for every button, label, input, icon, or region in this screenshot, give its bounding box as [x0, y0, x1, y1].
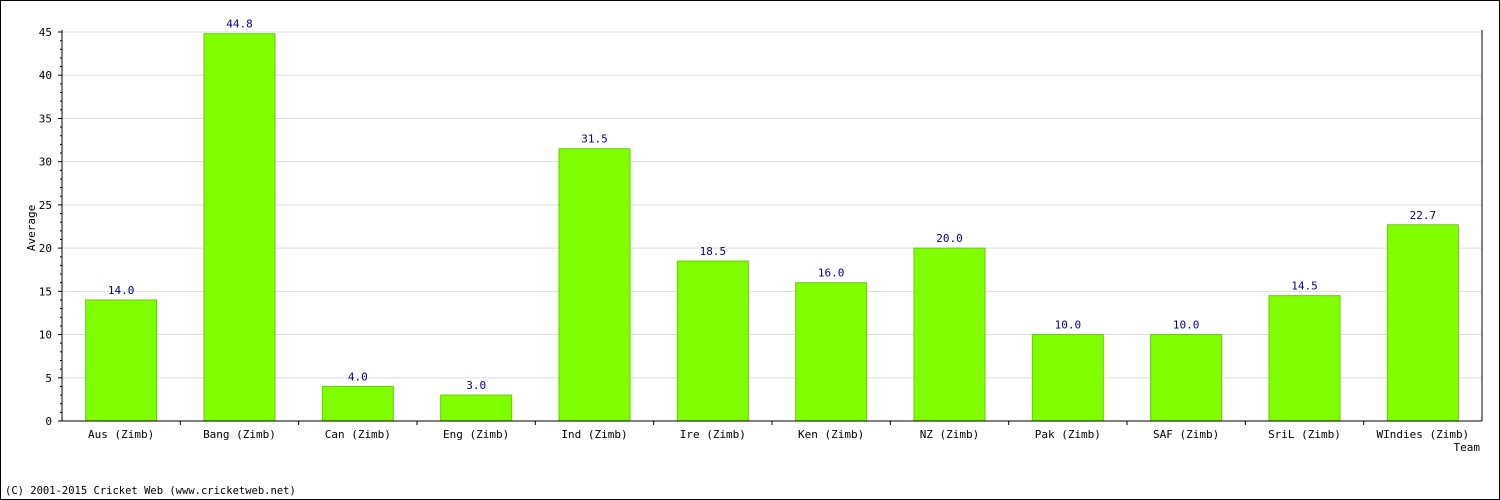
bar [913, 247, 986, 422]
bars [85, 33, 1459, 422]
bar [203, 33, 276, 422]
copyright-notice: (C) 2001-2015 Cricket Web (www.cricketwe… [5, 485, 296, 497]
bar [321, 385, 394, 422]
x-tick-label: Bang (Zimb) [203, 428, 276, 441]
bar-value-label: 10.0 [1173, 319, 1200, 332]
bar [1031, 334, 1104, 422]
bar-value-label: 18.5 [700, 245, 727, 258]
y-tick-label: 35 [39, 112, 52, 125]
bar-value-label: 14.0 [108, 284, 135, 297]
bar [795, 282, 868, 422]
x-tick-label: Pak (Zimb) [1035, 428, 1101, 441]
x-tick-label: Eng (Zimb) [443, 428, 509, 441]
bar [1268, 295, 1341, 422]
bar-value-label: 3.0 [466, 379, 486, 392]
y-tick-label: 0 [45, 415, 52, 428]
bar-value-label: 20.0 [936, 232, 963, 245]
x-tick-label: Can (Zimb) [325, 428, 391, 441]
x-tick-label: Aus (Zimb) [88, 428, 154, 441]
gridlines [62, 31, 1482, 379]
x-tick-label: Ken (Zimb) [798, 428, 864, 441]
y-tick-label: 10 [39, 329, 52, 342]
y-tick-label: 40 [39, 69, 52, 82]
bar [85, 299, 158, 422]
bar-value-label: 10.0 [1055, 319, 1082, 332]
bar-value-label: 44.8 [226, 18, 253, 31]
bar [558, 148, 631, 422]
bar-value-label: 14.5 [1291, 280, 1318, 293]
bar [1386, 224, 1459, 422]
x-tick-label: SriL (Zimb) [1268, 428, 1341, 441]
bar [676, 260, 749, 422]
x-tick-label: WIndies (Zimb) [1376, 428, 1469, 441]
y-tick-label: 5 [45, 372, 52, 385]
x-tick-label: SAF (Zimb) [1153, 428, 1219, 441]
bar [1150, 334, 1223, 422]
x-axis-title: Team [1454, 441, 1481, 454]
y-tick-label: 45 [39, 26, 52, 39]
bar-value-label: 16.0 [818, 267, 845, 280]
y-tick-label: 15 [39, 285, 52, 298]
y-tick-label: 30 [39, 156, 52, 169]
x-tick-label: NZ (Zimb) [920, 428, 980, 441]
x-tick-label: Ind (Zimb) [561, 428, 627, 441]
bar-value-label: 22.7 [1410, 209, 1437, 222]
bar-value-label: 31.5 [581, 133, 608, 146]
y-axis-title: Average [25, 205, 38, 251]
y-tick-label: 20 [39, 242, 52, 255]
bar-value-label: 4.0 [348, 370, 368, 383]
labels: 0 5 10 15 20 25 30 35 40 45 14.0 Aus (Zimb) 44.8 Bang… [39, 18, 1469, 441]
bar [440, 394, 513, 422]
x-tick-label: Ire (Zimb) [680, 428, 746, 441]
axes [58, 30, 1483, 425]
y-tick-label: 25 [39, 199, 52, 212]
